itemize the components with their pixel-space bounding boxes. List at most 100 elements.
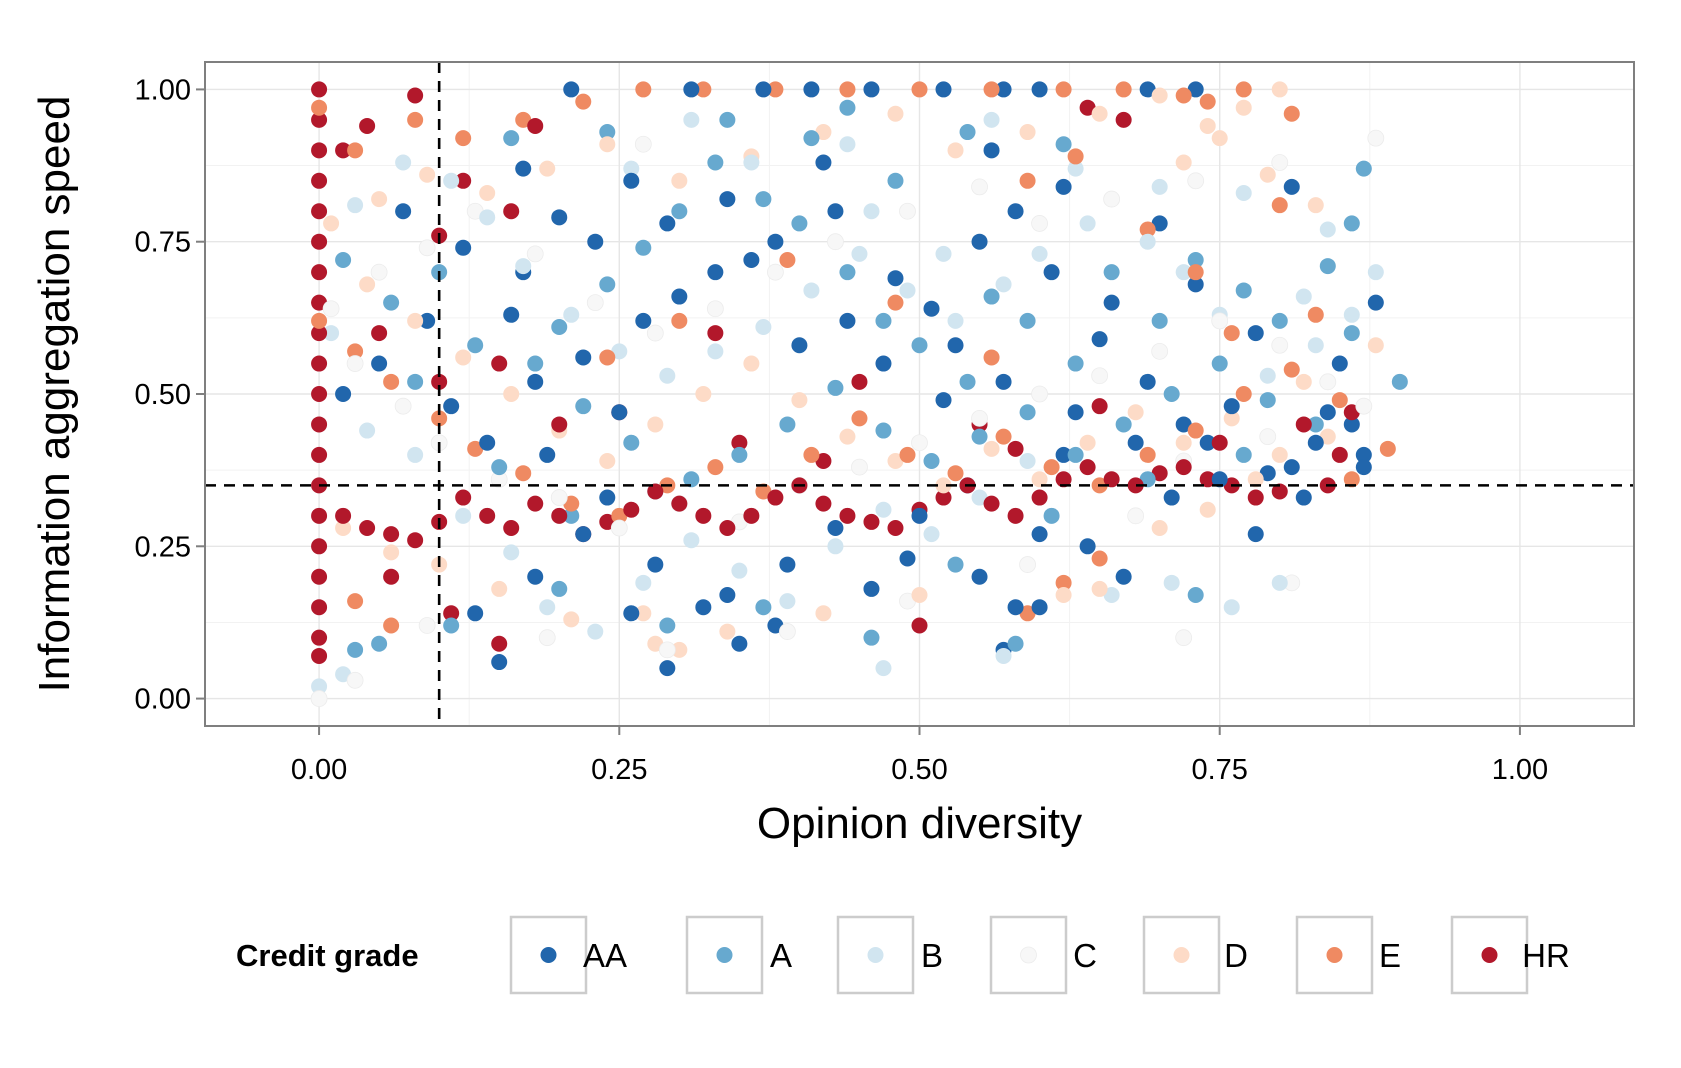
data-point-d	[539, 160, 556, 177]
data-point-a	[947, 556, 964, 573]
data-point-a	[1139, 471, 1156, 488]
data-point-c	[634, 135, 652, 153]
data-point-aa	[971, 568, 988, 585]
data-point-hr	[551, 507, 568, 524]
data-point-b	[623, 160, 640, 177]
data-point-c	[971, 178, 988, 196]
data-point-a	[623, 434, 640, 451]
data-point-hr	[851, 373, 868, 390]
data-point-d	[983, 440, 1000, 457]
data-point-d	[491, 580, 508, 597]
data-point-e	[1223, 325, 1240, 342]
data-point-c	[971, 409, 988, 427]
data-point-e	[767, 81, 784, 98]
data-point-hr	[479, 507, 496, 524]
data-point-d	[1019, 124, 1036, 141]
data-point-a	[1043, 507, 1060, 524]
data-point-e	[707, 459, 724, 476]
data-point-aa	[923, 300, 940, 317]
data-point-a	[1019, 404, 1036, 421]
data-point-c	[1175, 629, 1193, 647]
legend-marker-b	[867, 947, 884, 963]
data-point-e	[995, 428, 1012, 445]
data-point-a	[755, 599, 772, 616]
data-point-a	[335, 251, 352, 268]
data-point-c	[1151, 342, 1169, 360]
data-point-a	[1067, 355, 1084, 372]
data-point-e	[947, 465, 964, 482]
data-point-b	[659, 367, 676, 384]
data-point-b	[611, 343, 628, 360]
data-point-a	[347, 641, 364, 658]
data-point-e	[467, 440, 484, 457]
legend-marker-d	[1173, 947, 1190, 963]
data-point-b	[707, 343, 724, 360]
legend: Credit grade AA A B C D E HR	[236, 915, 1570, 995]
data-point-d	[599, 453, 616, 470]
data-point-hr	[1211, 434, 1228, 451]
data-point-c	[1271, 154, 1289, 171]
data-point-aa	[1331, 355, 1348, 372]
data-point-a	[971, 428, 988, 445]
data-point-e	[1379, 440, 1396, 457]
data-point-hr	[455, 489, 472, 506]
data-point-b	[1271, 574, 1288, 591]
data-point-e	[1235, 386, 1252, 402]
data-point-a	[863, 629, 880, 646]
data-point-b	[851, 245, 868, 262]
data-point-hr	[911, 617, 928, 634]
data-point-b	[455, 507, 472, 524]
data-point-hr	[335, 142, 352, 159]
data-point-hr	[455, 172, 472, 189]
data-point-aa	[1187, 276, 1204, 293]
data-point-e	[1271, 197, 1288, 214]
data-point-c	[1019, 556, 1036, 573]
data-point-hr	[503, 203, 520, 220]
data-point-d	[1271, 446, 1288, 463]
data-point-a	[1187, 251, 1204, 268]
data-point-aa	[527, 568, 544, 585]
data-point-b	[827, 538, 844, 555]
data-point-hr	[1091, 398, 1108, 415]
data-point-aa	[1139, 373, 1156, 390]
data-point-aa	[779, 556, 796, 573]
data-point-e	[1343, 471, 1360, 488]
x-tick-label: 0.75	[1191, 754, 1247, 786]
data-point-d	[1223, 410, 1240, 427]
data-point-e	[779, 251, 796, 268]
data-point-hr	[1007, 440, 1024, 457]
x-axis-title: Opinion diversity	[757, 799, 1082, 848]
data-point-c	[346, 355, 364, 372]
data-point-e	[635, 81, 652, 98]
data-point-a	[551, 580, 568, 597]
data-point-b	[743, 154, 760, 171]
data-point-e	[1043, 459, 1060, 476]
data-point-a	[371, 635, 388, 652]
data-point-b	[407, 446, 424, 463]
data-point-a	[575, 398, 592, 415]
data-point-aa	[467, 605, 484, 622]
axes: 0.00 0.25 0.50 0.75 1.00 0.00 0.25 0.50 0.75 1.00…	[30, 74, 1548, 848]
data-point-e	[1115, 81, 1132, 98]
data-point-d	[815, 124, 832, 141]
data-point-a	[1163, 386, 1180, 402]
data-point-aa	[1043, 264, 1060, 281]
data-point-b	[1151, 178, 1168, 195]
data-point-d	[1031, 471, 1048, 488]
data-point-b	[947, 312, 964, 329]
data-point-b	[1103, 587, 1120, 604]
data-point-aa	[623, 605, 640, 622]
data-point-e	[515, 465, 532, 482]
data-point-aa	[731, 635, 748, 652]
data-point-aa	[1115, 568, 1132, 585]
data-point-hr	[311, 325, 328, 342]
data-point-hr	[815, 495, 832, 512]
data-point-a	[1211, 355, 1228, 372]
data-point-d	[1055, 587, 1072, 604]
data-point-aa	[671, 288, 688, 305]
data-point-e	[455, 130, 472, 147]
data-point-d	[1211, 130, 1228, 147]
data-point-e	[311, 99, 328, 116]
data-point-a	[839, 264, 856, 281]
